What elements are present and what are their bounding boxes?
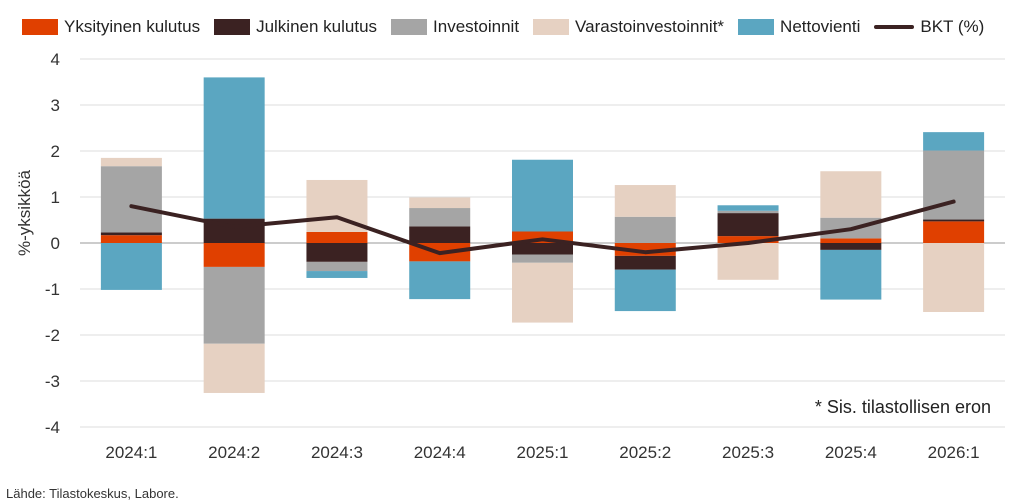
bar-segment (409, 261, 471, 300)
chart-note: * Sis. tilastollisen eron (814, 397, 991, 417)
bar-segment (614, 269, 676, 312)
bar-segment (717, 213, 779, 237)
x-tick-label: 2024:1 (105, 443, 157, 462)
legend-item: Investoinnit (391, 17, 519, 37)
legend-item: Yksityinen kulutus (22, 17, 200, 37)
legend-label: Investoinnit (433, 17, 520, 36)
legend-swatch (738, 19, 775, 35)
y-axis-label: %-yksikköä (15, 169, 34, 256)
legend-label: BKT (%) (920, 17, 985, 36)
y-tick-label: -4 (45, 418, 60, 437)
y-tick-label: 1 (51, 188, 60, 207)
legend-item: Nettovienti (738, 17, 860, 37)
x-tick-label: 2025:3 (722, 443, 774, 462)
bar-segment (100, 232, 162, 236)
bar-segment (820, 249, 882, 300)
bar-segment (820, 243, 882, 250)
bar-segment (306, 261, 368, 272)
y-tick-label: 4 (51, 50, 60, 69)
gdp-point (644, 251, 646, 253)
x-tick-label: 2025:2 (619, 443, 671, 462)
bar-segment (614, 185, 676, 217)
legend-item: BKT (%) (874, 17, 984, 37)
bar-segment (820, 171, 882, 218)
legend-item: Julkinen kulutus (214, 17, 377, 37)
legend-label: Nettovienti (780, 17, 861, 36)
bar-segment (100, 157, 162, 167)
gdp-point (747, 242, 749, 244)
bar-segment (306, 243, 368, 262)
gdp-point (336, 216, 338, 218)
bar-segment (409, 208, 471, 227)
bar-segment (512, 159, 573, 232)
bar-segment (923, 132, 985, 151)
gdp-point (542, 238, 543, 240)
bar-segment (512, 262, 573, 323)
bar-segment (203, 77, 265, 219)
bar-segment (717, 243, 779, 280)
legend-swatch (391, 19, 428, 35)
bar-segment (614, 216, 676, 243)
legend-label: Julkinen kulutus (256, 17, 378, 36)
legend-swatch (22, 19, 58, 35)
gdp-point (953, 201, 955, 203)
x-tick-label: 2025:1 (517, 443, 569, 462)
bar-segment (923, 221, 985, 243)
bar-segment (614, 255, 676, 270)
legend: Yksityinen kulutus Julkinen kulutus Invest… (22, 14, 998, 40)
y-tick-label: -3 (45, 372, 60, 391)
bar-segment (923, 219, 985, 222)
bar-segment (717, 210, 779, 214)
legend-swatch (874, 25, 915, 29)
y-tick-label: -2 (45, 326, 60, 345)
bar-segment (306, 271, 368, 278)
legend-label: Yksityinen kulutus (64, 17, 201, 36)
legend-label: Varastoinvestoinnit* (575, 17, 725, 36)
bar-segment (100, 243, 162, 290)
y-tick-label: 2 (51, 142, 60, 161)
y-tick-label: -1 (45, 280, 60, 299)
bar-segment (717, 236, 779, 243)
bar-segment (512, 243, 573, 255)
bar-segment (100, 166, 162, 233)
gdp-point (233, 226, 235, 228)
gdp-point (130, 205, 132, 207)
x-tick-label: 2024:2 (208, 443, 260, 462)
y-tick-label: 3 (51, 96, 60, 115)
x-tick-label: 2025:4 (825, 443, 877, 462)
bar-segment (100, 235, 162, 243)
legend-swatch (214, 19, 251, 35)
bar-segment (203, 243, 265, 267)
legend-item: Varastoinvestoinnit* (533, 17, 724, 37)
bar-segment (820, 238, 882, 243)
source-text: Lähde: Tilastokeskus, Labore. (6, 486, 179, 501)
bar-segment (409, 197, 471, 209)
y-tick-label: 0 (51, 234, 60, 253)
gdp-point (439, 252, 441, 254)
bar-segment (717, 205, 779, 211)
bar-segment (512, 254, 573, 263)
bar-segment (203, 266, 265, 344)
legend-swatch (533, 19, 570, 35)
gdp-point (850, 228, 852, 230)
bar-segment (512, 231, 573, 243)
x-tick-label: 2026:1 (928, 443, 980, 462)
bar-segment (203, 343, 265, 393)
x-tick-label: 2024:3 (311, 443, 363, 462)
bar-segment (409, 226, 471, 243)
x-tick-label: 2024:4 (414, 443, 466, 462)
bar-segment (306, 231, 368, 243)
bar-segment (923, 243, 985, 312)
